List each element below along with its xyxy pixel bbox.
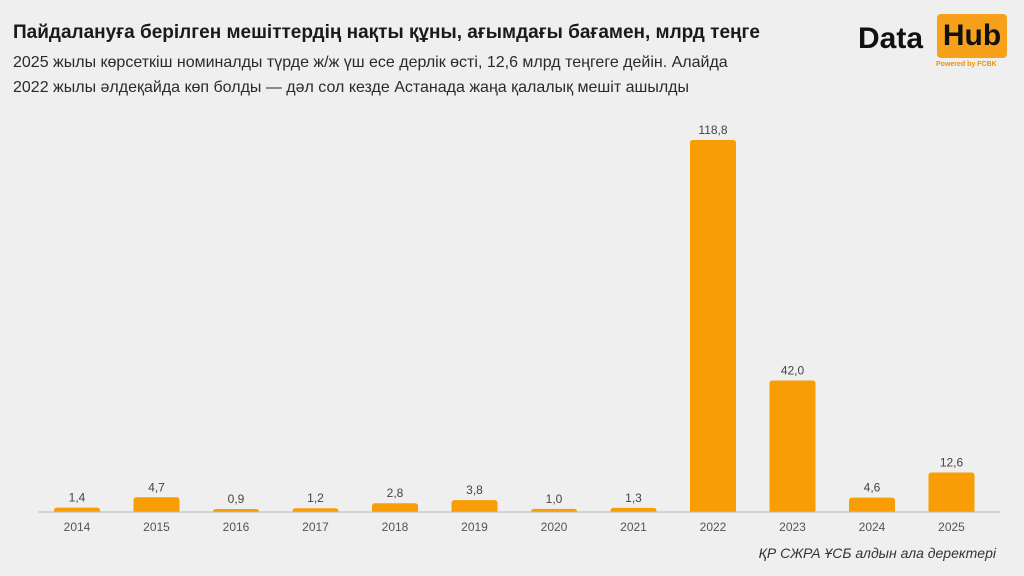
subtitle-line-1: 2025 жылы көрсеткіш номиналды түрде ж/ж … (13, 54, 728, 71)
x-tick-label: 2024 (859, 520, 886, 534)
x-tick-label: 2025 (938, 520, 965, 534)
chart-subtitle: 2025 жылы көрсеткіш номиналды түрде ж/ж … (13, 50, 803, 100)
subtitle-line-2: 2022 жылы әлдеқайда көп болды — дәл сол … (13, 79, 689, 96)
x-tick-label: 2023 (779, 520, 806, 534)
data-label: 12,6 (940, 456, 964, 470)
data-label: 1,3 (625, 491, 642, 505)
logo-word-data: Data (858, 22, 924, 55)
bar-2017 (292, 508, 339, 512)
logo-tagline: Powered by FCBK (936, 61, 997, 68)
x-tick-label: 2019 (461, 520, 488, 534)
data-label: 1,0 (546, 492, 563, 506)
bar-2016 (213, 509, 259, 512)
bar-2024 (849, 497, 895, 512)
data-label: 118,8 (698, 123, 727, 137)
logo-word-hub: Hub (937, 14, 1007, 58)
x-tick-label: 2016 (223, 520, 250, 534)
chart-title: Пайдалануға берілген мешіттердің нақты қ… (13, 22, 760, 43)
data-label: 0,9 (228, 492, 245, 506)
x-tick-label: 2017 (302, 520, 329, 534)
data-label: 1,4 (69, 491, 86, 505)
bar-2014 (54, 507, 100, 512)
x-tick-label: 2015 (143, 520, 170, 534)
bar-2022 (690, 140, 736, 512)
source-note: ҚР СЖРА ҰСБ алдын ала деректері (758, 545, 996, 561)
bar-2015 (133, 497, 180, 512)
x-tick-label: 2021 (620, 520, 647, 534)
bar-2025 (928, 472, 975, 512)
bar-2023 (769, 380, 816, 512)
data-label: 2,8 (387, 486, 404, 500)
data-label: 4,6 (864, 481, 881, 495)
x-tick-label: 2018 (382, 520, 409, 534)
x-tick-label: 2020 (541, 520, 568, 534)
bar-2018 (372, 503, 418, 512)
bar-2021 (610, 507, 657, 512)
bar-2019 (451, 500, 498, 512)
data-label: 4,7 (148, 480, 165, 494)
data-label: 3,8 (466, 483, 483, 497)
datahub-logo: Data Hub Powered by FCBK (858, 14, 1008, 74)
x-tick-label: 2022 (700, 520, 727, 534)
bar-2020 (531, 508, 577, 512)
data-label: 42,0 (781, 363, 805, 377)
x-tick-label: 2014 (64, 520, 91, 534)
data-label: 1,2 (307, 491, 324, 505)
